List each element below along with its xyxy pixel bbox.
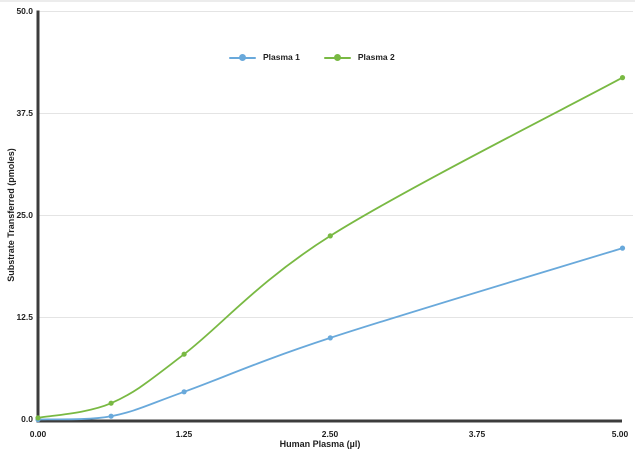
data-point-marker-plasma-1 — [327, 335, 333, 341]
data-point-marker-plasma-2 — [108, 400, 114, 406]
x-tick-label: 1.25 — [175, 429, 193, 439]
data-point-marker-plasma-1 — [108, 413, 114, 419]
legend-line-marker-icon — [229, 54, 256, 61]
data-point-marker-plasma-2 — [327, 233, 333, 239]
data-point-marker-plasma-2 — [181, 351, 187, 357]
y-tick-label: 12.5 — [16, 312, 33, 322]
data-point-marker-plasma-2 — [35, 415, 41, 421]
legend-item-plasma-2: Plasma 2 — [323, 52, 395, 62]
y-tick-label: 37.5 — [16, 108, 33, 118]
image-top-border — [0, 0, 635, 2]
legend: Plasma 1 Plasma 2 — [229, 53, 395, 62]
data-point-marker-plasma-1 — [181, 389, 187, 395]
x-axis-title: Human Plasma (µl) — [279, 439, 361, 449]
x-tick-label: 0.00 — [29, 429, 47, 439]
legend-label: Plasma 1 — [263, 52, 300, 62]
x-tick-label: 3.75 — [468, 429, 486, 439]
y-tick-label: 25.0 — [16, 210, 33, 220]
legend-line-marker-icon — [323, 54, 351, 61]
x-tick-label: 5.00 — [611, 429, 629, 439]
data-point-marker-plasma-2 — [619, 75, 626, 81]
x-tick-label: 2.50 — [321, 429, 339, 439]
legend-item-plasma-1: Plasma 1 — [229, 53, 300, 62]
legend-label: Plasma 2 — [357, 52, 395, 62]
series-line-plasma-1 — [37, 247, 624, 421]
y-tick-label: 0.0 — [21, 414, 33, 424]
y-tick-label: 50.0 — [16, 6, 33, 16]
data-point-marker-plasma-1 — [619, 245, 626, 251]
series-line-plasma-2 — [37, 76, 624, 419]
